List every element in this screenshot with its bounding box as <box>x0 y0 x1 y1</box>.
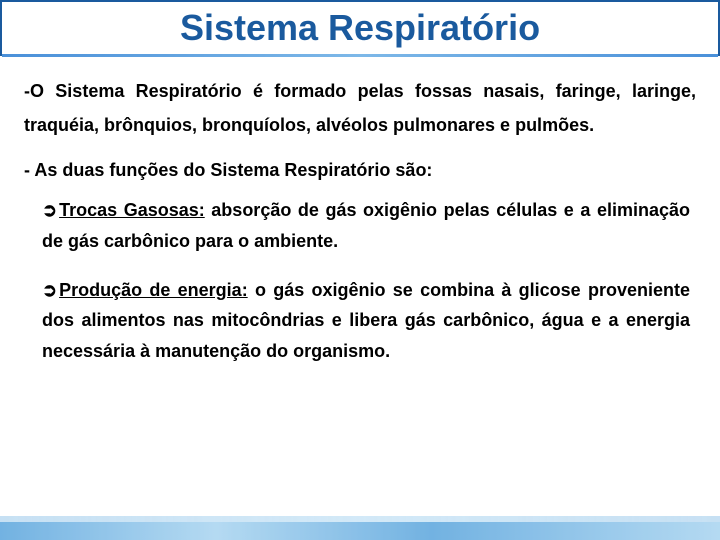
content-area: -O Sistema Respiratório é formado pelas … <box>0 56 720 394</box>
bullet-item-2: ➲Produção de energia: o gás oxigênio se … <box>24 275 696 367</box>
functions-heading: - As duas funções do Sistema Respiratóri… <box>24 160 696 181</box>
title-bar: Sistema Respiratório <box>0 0 720 56</box>
intro-paragraph: -O Sistema Respiratório é formado pelas … <box>24 74 696 142</box>
bullet-item-1: ➲Trocas Gasosas: absorção de gás oxigêni… <box>24 195 696 256</box>
bullet-1-label: Trocas Gasosas: <box>59 200 205 220</box>
bullet-2-label: Produção de energia: <box>59 280 248 300</box>
arrow-icon: ➲ <box>42 200 57 220</box>
bullet-2-text: ➲Produção de energia: o gás oxigênio se … <box>42 275 690 367</box>
slide-title: Sistema Respiratório <box>180 7 540 49</box>
arrow-icon: ➲ <box>42 280 57 300</box>
footer-decoration <box>0 522 720 540</box>
bullet-1-text: ➲Trocas Gasosas: absorção de gás oxigêni… <box>42 195 690 256</box>
